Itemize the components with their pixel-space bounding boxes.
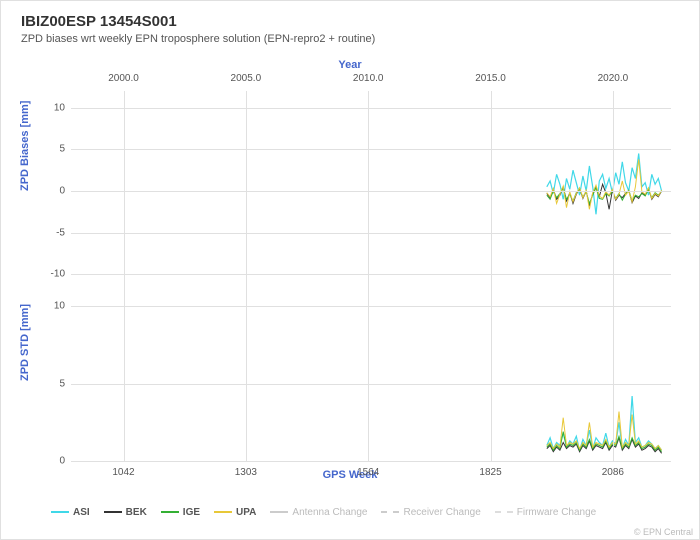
legend-item-ASI[interactable]: ASI [51, 505, 90, 521]
bottom-tick: 1825 [479, 467, 501, 478]
y1-tick: 10 [35, 102, 65, 113]
y1-tick: -5 [35, 227, 65, 238]
top-tick: 2020.0 [598, 73, 629, 84]
legend-label: Firmware Change [517, 507, 596, 518]
top-tick: 2005.0 [231, 73, 262, 84]
chart-title: IBIZ00ESP 13454S001 [21, 13, 177, 30]
bottom-tick: 1303 [235, 467, 257, 478]
top-tick: 2015.0 [475, 73, 506, 84]
y2-tick: 5 [35, 378, 65, 389]
std-svg [71, 291, 671, 461]
bottom-tick: 2086 [602, 467, 624, 478]
legend-item-extra[interactable]: Antenna Change [270, 505, 367, 521]
chart-subtitle: ZPD biases wrt weekly EPN troposphere so… [21, 33, 375, 45]
top-axis-title: Year [338, 59, 361, 71]
legend-swatch [161, 511, 179, 513]
legend-label: Receiver Change [403, 507, 480, 518]
top-tick: 2010.0 [353, 73, 384, 84]
plot-area: 2000.02005.02010.02015.02020.0 -10-50510… [71, 91, 671, 461]
legend-swatch [104, 511, 122, 513]
y2-axis-title: ZPD STD [mm] [19, 304, 31, 381]
credit-text: © EPN Central [634, 527, 693, 537]
legend-swatch [381, 511, 399, 513]
legend-label: IGE [183, 507, 200, 518]
chart-container: IBIZ00ESP 13454S001 ZPD biases wrt weekl… [0, 0, 700, 540]
series-ASI-biases [547, 154, 662, 215]
legend-item-IGE[interactable]: IGE [161, 505, 200, 521]
y2-tick: 10 [35, 301, 65, 312]
panel-std: 0510 [71, 291, 671, 461]
legend-item-BEK[interactable]: BEK [104, 505, 147, 521]
legend-label: BEK [126, 507, 147, 518]
y1-tick: 0 [35, 186, 65, 197]
legend-item-extra[interactable]: Firmware Change [495, 505, 596, 521]
legend: ASI BEK IGE UPA Antenna Change Receiver Chang… [51, 505, 671, 521]
legend-label: UPA [236, 507, 256, 518]
bottom-tick: 1564 [357, 467, 379, 478]
legend-swatch [51, 511, 69, 513]
y1-tick: -10 [35, 269, 65, 280]
y1-axis-title: ZPD Biases [mm] [19, 101, 31, 191]
bottom-tick: 1042 [112, 467, 134, 478]
legend-label: ASI [73, 507, 90, 518]
legend-item-UPA[interactable]: UPA [214, 505, 256, 521]
y1-tick: 5 [35, 144, 65, 155]
legend-swatch [495, 511, 513, 513]
legend-label: Antenna Change [292, 507, 367, 518]
legend-item-extra[interactable]: Receiver Change [381, 505, 480, 521]
y2-tick: 0 [35, 456, 65, 467]
panel-biases: -10-50510 [71, 91, 671, 291]
top-tick: 2000.0 [108, 73, 139, 84]
legend-swatch [270, 511, 288, 513]
legend-swatch [214, 511, 232, 513]
